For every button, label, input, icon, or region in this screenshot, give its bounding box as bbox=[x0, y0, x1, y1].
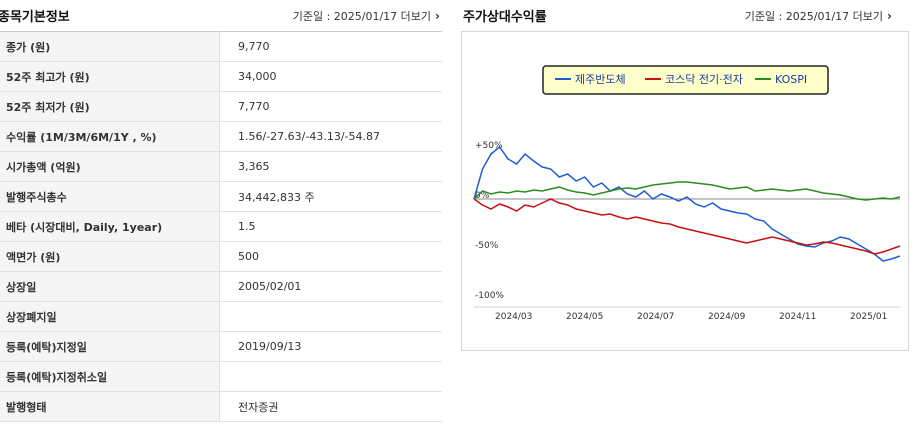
info-row: 액면가 (원) 500 bbox=[0, 241, 442, 272]
relative-return-chart: +50% 0% -50% -100% 2024/03 2024/05 2024/07 2024… bbox=[461, 31, 909, 351]
info-value: 전자증권 bbox=[219, 391, 442, 422]
info-value: 9,770 bbox=[219, 31, 442, 62]
info-value bbox=[219, 301, 442, 332]
info-key: 종가 (원) bbox=[0, 31, 220, 62]
basic-info-section: 종목기본정보 기준일 : 2025/01/17 더보기 › 종가 (원) 9,770… bbox=[0, 0, 442, 422]
x-tick-label: 2024/03 bbox=[495, 312, 532, 322]
x-tick-label: 2024/11 bbox=[779, 312, 816, 322]
info-key: 발행형태 bbox=[0, 391, 220, 422]
info-row: 시가총액 (억원) 3,365 bbox=[0, 151, 442, 182]
info-row: 52주 최고가 (원) 34,000 bbox=[0, 61, 442, 92]
y-tick-label: -50% bbox=[475, 241, 499, 251]
info-row: 발행주식총수 34,442,833 주 bbox=[0, 181, 442, 212]
legend-label: 제주반도체 bbox=[575, 73, 626, 86]
x-tick-label: 2024/05 bbox=[566, 312, 603, 322]
info-value: 1.56/-27.63/-43.13/-54.87 bbox=[219, 121, 442, 152]
info-key: 52주 최고가 (원) bbox=[0, 61, 220, 92]
info-row: 등록(예탁)지정취소일 bbox=[0, 361, 442, 392]
y-tick-label: +50% bbox=[475, 141, 503, 151]
info-row: 종가 (원) 9,770 bbox=[0, 31, 442, 62]
info-value: 34,442,833 주 bbox=[219, 181, 442, 212]
series-line-1 bbox=[473, 198, 901, 255]
y-tick-label: 0% bbox=[475, 191, 490, 201]
info-key: 상장폐지일 bbox=[0, 301, 220, 332]
info-value bbox=[219, 361, 442, 392]
relative-return-section: 주가상대수익률 기준일 : 2025/01/17 더보기 › +50% 0% -50%… bbox=[460, 0, 914, 427]
info-row: 상장폐지일 bbox=[0, 301, 442, 332]
info-row: 베타 (시장대비, Daily, 1year) 1.5 bbox=[0, 211, 442, 242]
chevron-right-icon: › bbox=[435, 9, 440, 23]
info-key: 수익률 (1M/3M/6M/1Y , %) bbox=[0, 121, 220, 152]
series-line-0 bbox=[473, 145, 901, 262]
y-tick-label: -100% bbox=[475, 291, 504, 301]
info-row: 발행형태 전자증권 bbox=[0, 391, 442, 422]
info-row: 상장일 2005/02/01 bbox=[0, 271, 442, 302]
chart-svg: +50% 0% -50% -100% 2024/03 2024/05 2024/07 2024… bbox=[473, 65, 901, 322]
info-key: 상장일 bbox=[0, 271, 220, 302]
chevron-right-icon: › bbox=[887, 9, 892, 23]
legend-label: KOSPI bbox=[775, 73, 807, 86]
reference-date-text: 기준일 : 2025/01/17 더보기 bbox=[292, 10, 432, 23]
info-key: 52주 최저가 (원) bbox=[0, 91, 220, 122]
info-row: 52주 최저가 (원) 7,770 bbox=[0, 91, 442, 122]
info-value: 7,770 bbox=[219, 91, 442, 122]
info-key: 발행주식총수 bbox=[0, 181, 220, 212]
relative-return-header: 주가상대수익률 기준일 : 2025/01/17 더보기 › bbox=[460, 0, 914, 30]
info-row: 수익률 (1M/3M/6M/1Y , %) 1.56/-27.63/-43.13/… bbox=[0, 121, 442, 152]
x-tick-label: 2025/01 bbox=[850, 312, 887, 322]
basic-info-table: 종가 (원) 9,770 52주 최고가 (원) 34,000 52주 최저가 (원) 7… bbox=[0, 31, 442, 422]
reference-date-link[interactable]: 기준일 : 2025/01/17 더보기 › bbox=[745, 8, 892, 24]
info-key: 등록(예탁)지정취소일 bbox=[0, 361, 220, 392]
info-key: 시가총액 (억원) bbox=[0, 151, 220, 182]
x-tick-label: 2024/09 bbox=[708, 312, 746, 322]
relative-return-title: 주가상대수익률 bbox=[463, 10, 547, 25]
info-value: 3,365 bbox=[219, 151, 442, 182]
x-tick-label: 2024/07 bbox=[637, 312, 674, 322]
info-value: 34,000 bbox=[219, 61, 442, 92]
info-value: 2019/09/13 bbox=[219, 331, 442, 362]
info-value: 500 bbox=[219, 241, 442, 272]
basic-info-title: 종목기본정보 bbox=[0, 10, 70, 25]
info-row: 등록(예탁)지정일 2019/09/13 bbox=[0, 331, 442, 362]
legend-box bbox=[542, 65, 829, 95]
info-key: 베타 (시장대비, Daily, 1year) bbox=[0, 211, 220, 242]
basic-info-header: 종목기본정보 기준일 : 2025/01/17 더보기 › bbox=[0, 0, 442, 30]
series-line-2 bbox=[473, 181, 901, 201]
info-value: 2005/02/01 bbox=[219, 271, 442, 302]
reference-date-text: 기준일 : 2025/01/17 더보기 bbox=[744, 10, 884, 23]
info-key: 등록(예탁)지정일 bbox=[0, 331, 220, 362]
reference-date-link[interactable]: 기준일 : 2025/01/17 더보기 › bbox=[293, 8, 440, 24]
legend-label: 코스닥 전기·전자 bbox=[665, 73, 743, 86]
info-value: 1.5 bbox=[219, 211, 442, 242]
info-key: 액면가 (원) bbox=[0, 241, 220, 272]
